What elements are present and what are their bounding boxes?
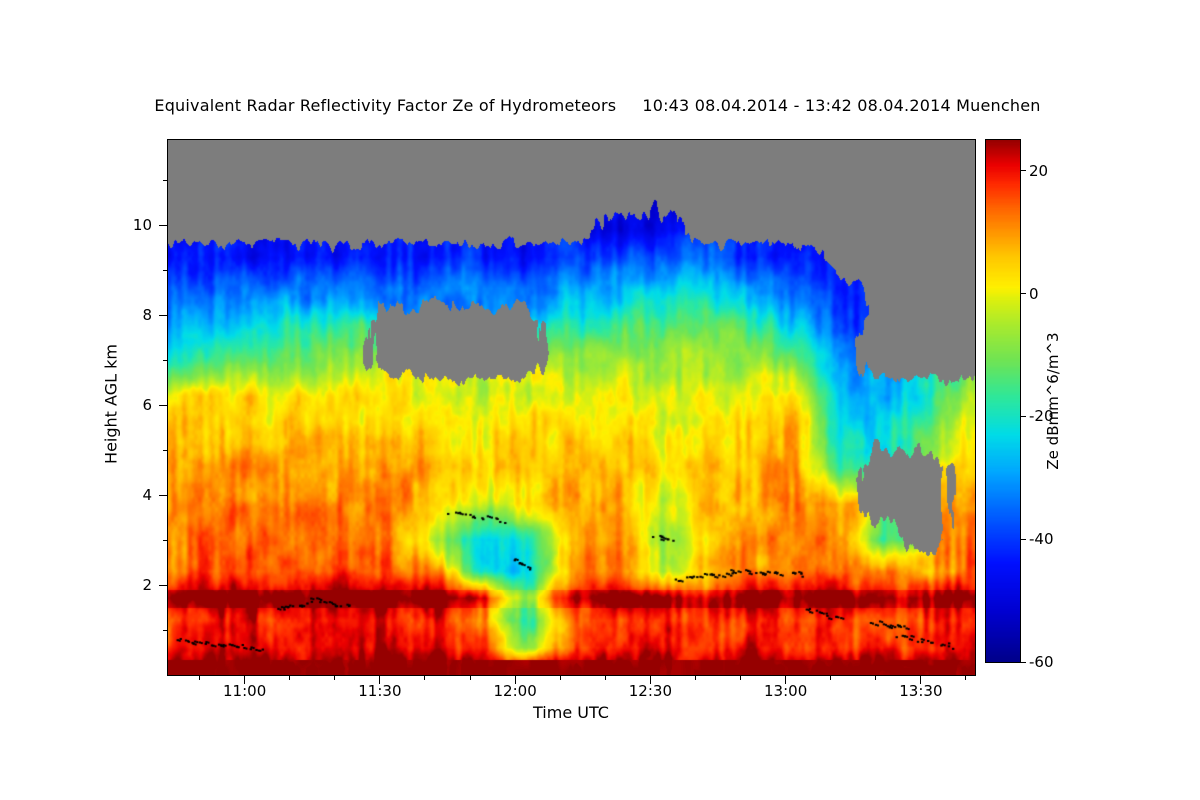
x-tick-label: 13:00 (764, 682, 808, 700)
x-minor-tick (199, 676, 201, 680)
figure-title-text: Equivalent Radar Reflectivity Factor Ze … (154, 96, 617, 115)
x-tick-label: 12:30 (628, 682, 672, 700)
figure-title: Equivalent Radar Reflectivity Factor Ze … (0, 96, 1195, 115)
x-major-tick (785, 676, 787, 684)
x-minor-tick (469, 676, 471, 680)
y-tick-label: 4 (142, 486, 152, 505)
colorbar-title: Ze dBmm^6/m^3 (1044, 332, 1062, 470)
y-tick-label: 10 (132, 216, 152, 235)
y-minor-tick (163, 179, 167, 181)
y-minor-tick (163, 629, 167, 631)
x-tick-label: 13:30 (899, 682, 943, 700)
colorbar-tick (1021, 293, 1026, 295)
x-minor-tick (424, 676, 426, 680)
x-minor-tick (740, 676, 742, 680)
y-minor-tick (163, 269, 167, 271)
colorbar-tick (1021, 538, 1026, 540)
x-minor-tick (289, 676, 291, 680)
y-tick-label: 8 (142, 306, 152, 325)
y-tick-label: 2 (142, 576, 152, 595)
y-major-tick (159, 404, 167, 406)
x-minor-tick (875, 676, 877, 680)
x-minor-tick (604, 676, 606, 680)
x-minor-tick (830, 676, 832, 680)
x-minor-tick (334, 676, 336, 680)
y-major-tick (159, 314, 167, 316)
colorbar-tick-label: -40 (1029, 530, 1054, 549)
colorbar-tick (1021, 415, 1026, 417)
y-major-tick (159, 224, 167, 226)
x-major-tick (514, 676, 516, 684)
x-major-tick (379, 676, 381, 684)
colorbar-tick (1021, 661, 1026, 663)
colorbar-canvas (986, 140, 1020, 662)
colorbar-tick (1021, 170, 1026, 172)
x-tick-label: 11:30 (358, 682, 402, 700)
y-minor-tick (163, 449, 167, 451)
x-major-tick (244, 676, 246, 684)
x-tick-label: 11:00 (223, 682, 267, 700)
y-major-tick (159, 584, 167, 586)
y-minor-tick (163, 539, 167, 541)
x-major-tick (649, 676, 651, 684)
colorbar-tick-label: -20 (1029, 407, 1054, 426)
y-tick-label: 6 (142, 396, 152, 415)
x-major-tick (920, 676, 922, 684)
colorbar-tick-label: 0 (1029, 284, 1039, 303)
x-minor-tick (694, 676, 696, 680)
x-axis-title: Time UTC (533, 703, 609, 722)
heatmap-canvas (168, 140, 975, 675)
x-tick-label: 12:00 (493, 682, 537, 700)
colorbar-tick-label: 20 (1029, 161, 1049, 180)
x-minor-tick (559, 676, 561, 680)
figure-period-text: 10:43 08.04.2014 - 13:42 08.04.2014 Muen… (642, 96, 1041, 115)
y-major-tick (159, 494, 167, 496)
y-minor-tick (163, 359, 167, 361)
colorbar-tick-label: -60 (1029, 653, 1054, 671)
colorbar (985, 139, 1021, 663)
plot-area (167, 139, 976, 676)
x-minor-tick (965, 676, 967, 680)
